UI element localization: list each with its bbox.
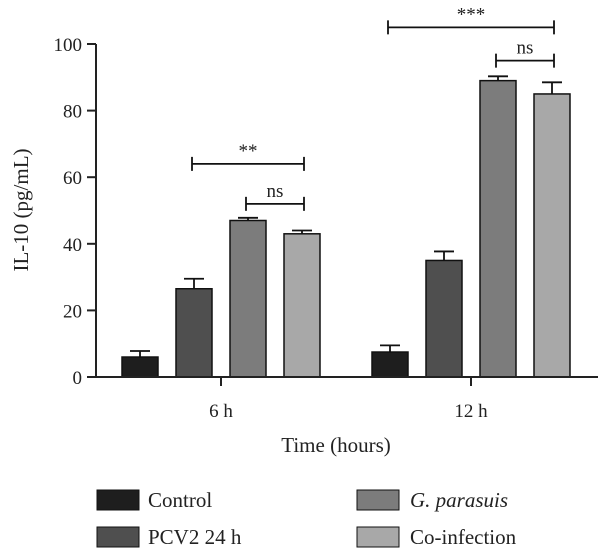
legend-label-coinfection: Co-infection [410,525,517,549]
y-tick-label: 40 [63,235,82,256]
legend-swatch-coinfection [356,526,400,548]
y-tick-label: 0 [73,368,83,389]
bar [229,219,267,378]
significance-label: ns [267,181,284,202]
x-axis-label: Time (hours) [281,433,390,457]
y-tick-label: 20 [63,301,82,322]
y-tick-label: 100 [54,35,83,56]
bar [425,259,463,378]
legend-swatch-pcv2 [96,526,140,548]
legend-swatch-gparasuis [356,489,400,511]
y-tick-label: 60 [63,168,82,189]
significance-label: *** [457,4,486,25]
legend-label-pcv2: PCV2 24 h [148,525,242,549]
legend-swatch-control [96,489,140,511]
bar [283,233,321,378]
legend-label-control: Control [148,488,212,512]
bar [479,79,517,378]
x-tick-label: 12 h [454,401,488,422]
bars [121,75,571,378]
y-axis: 0 20 40 60 80 100 [54,35,97,389]
x-tick-label: 6 h [209,401,233,422]
bar [371,351,409,378]
bar [121,356,159,378]
legend: Control PCV2 24 h G. parasuis Co-infecti… [96,488,517,549]
significance-brackets: ** ns *** ns [191,4,555,211]
x-axis: 6 h 12 h [96,376,598,422]
y-tick-label: 80 [63,102,82,123]
bar [175,288,213,378]
legend-label-gparasuis: G. parasuis [410,488,508,512]
significance-label: ** [239,141,258,162]
bar [533,93,571,378]
y-axis-label: IL-10 (pg/mL) [9,148,33,271]
significance-label: ns [517,38,534,59]
